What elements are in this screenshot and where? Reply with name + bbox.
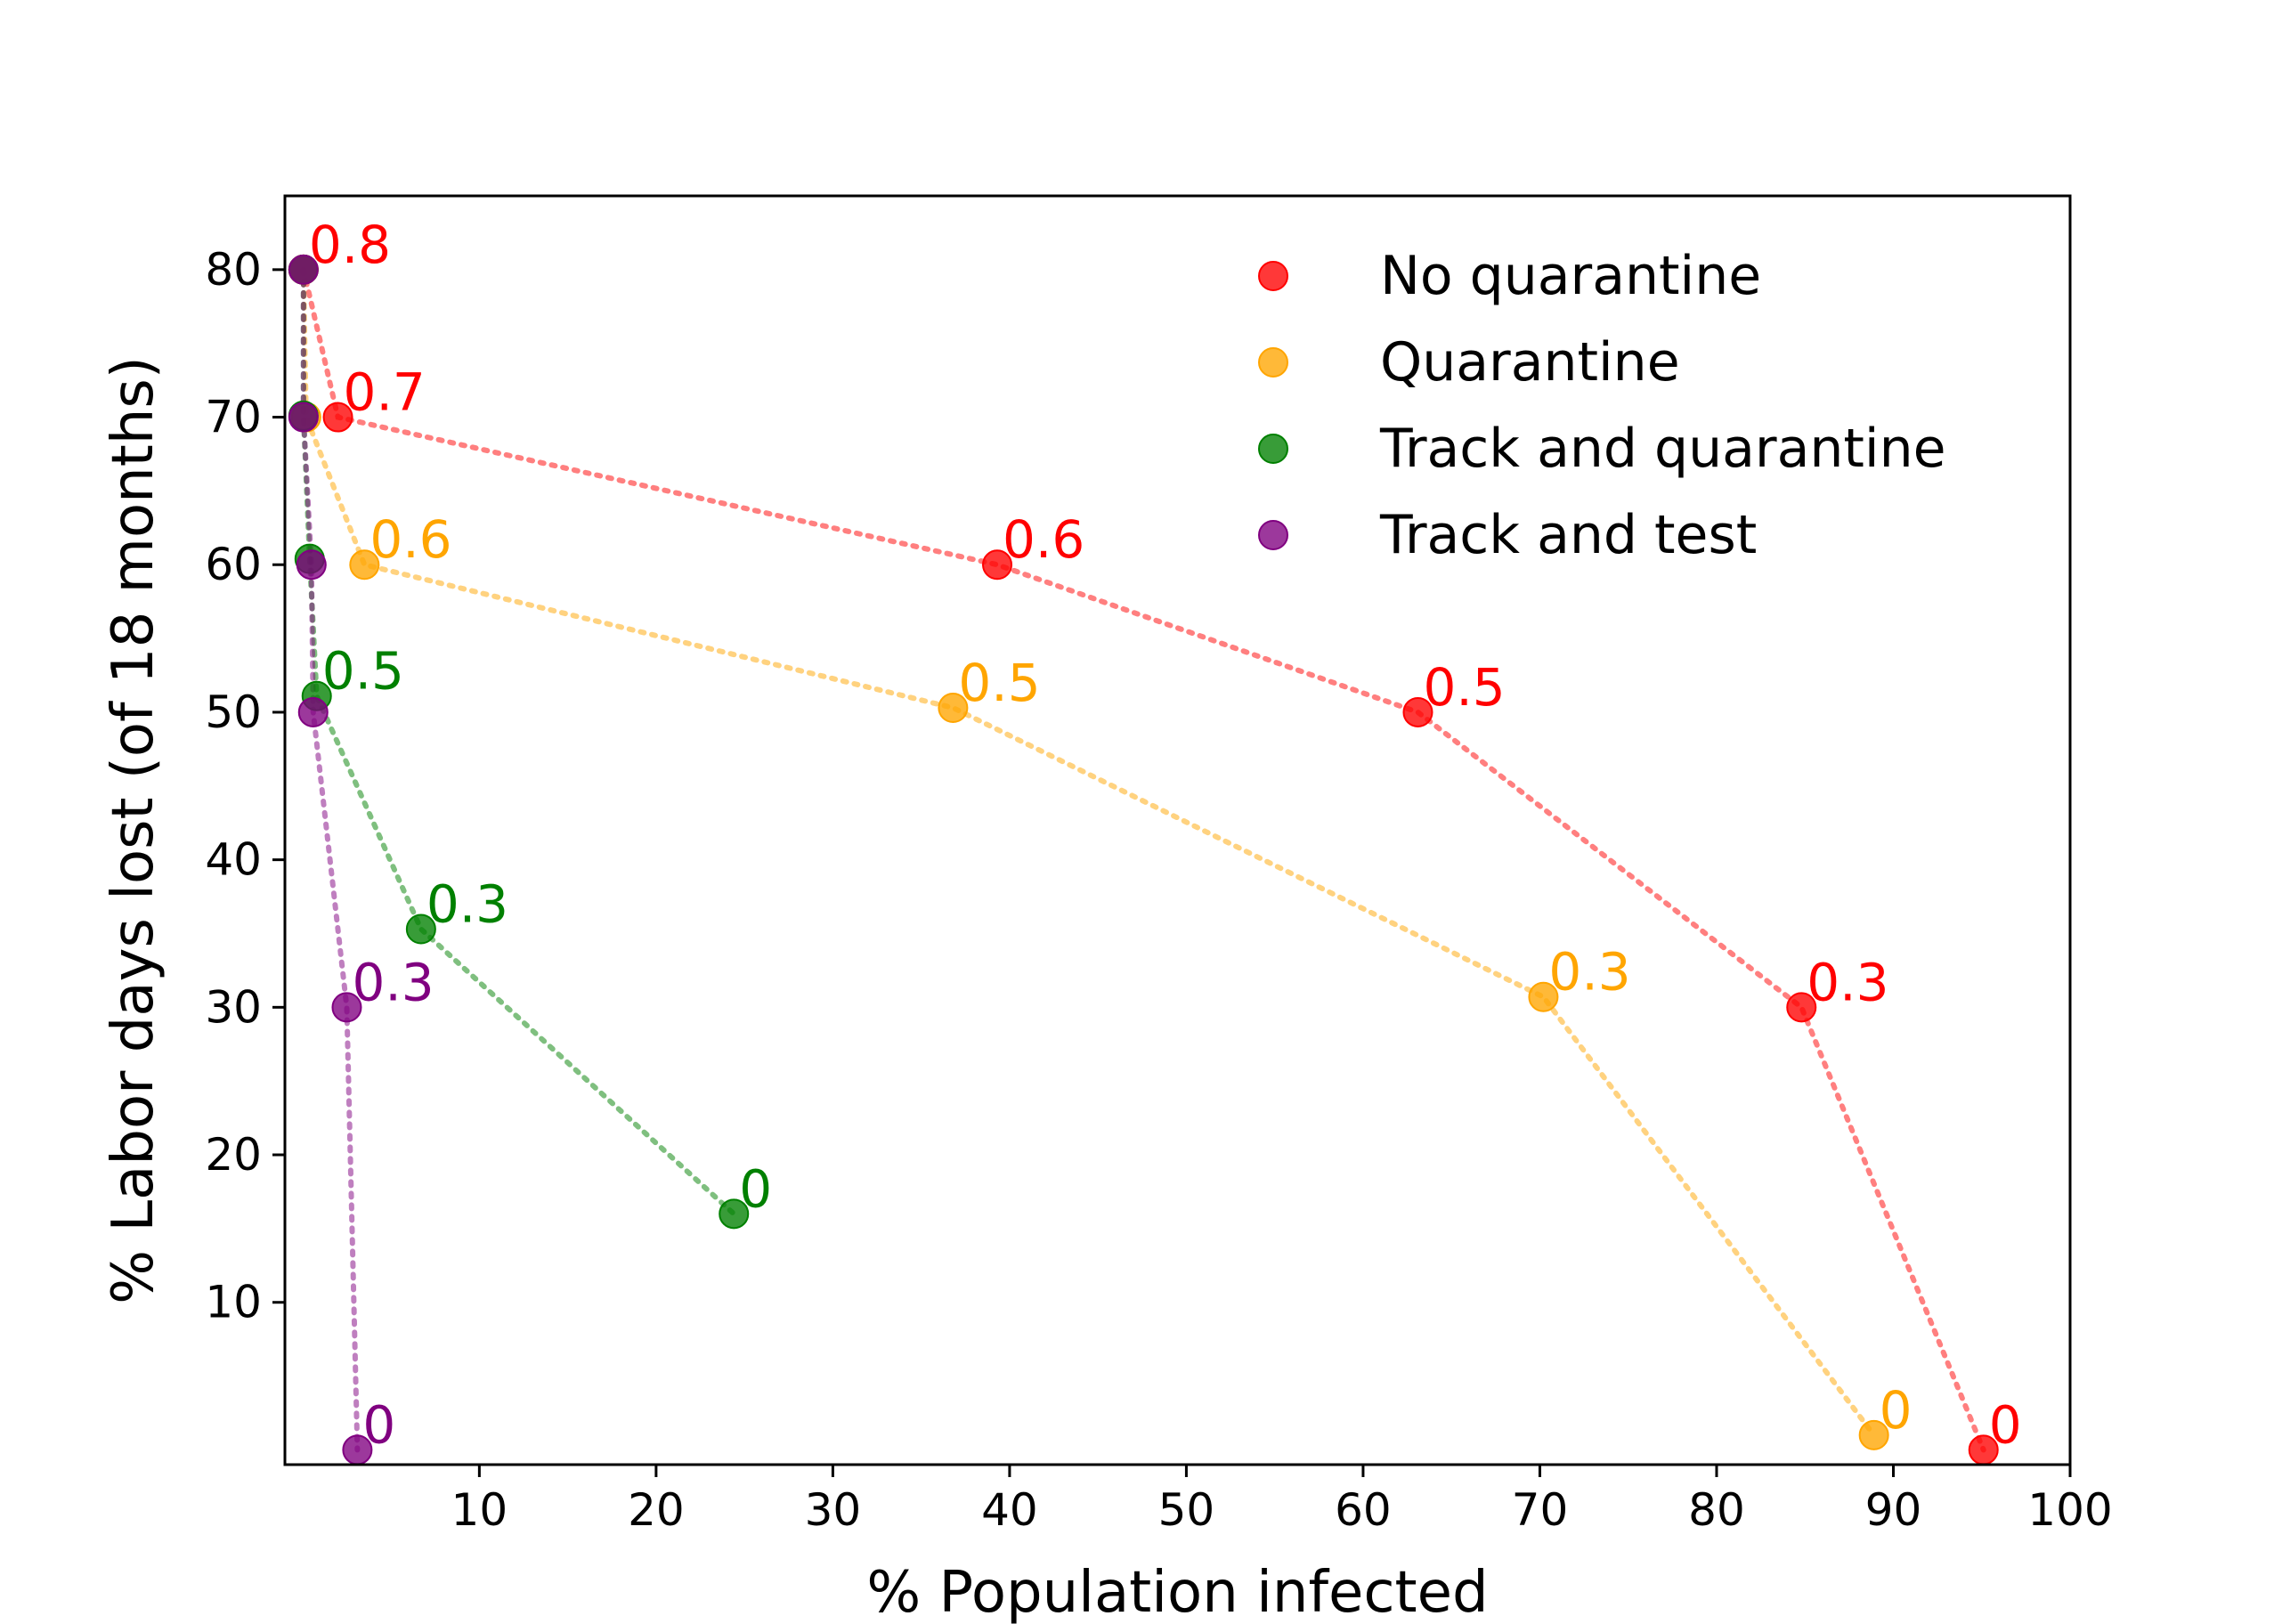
point-label-no-quarantine: 0 (1989, 1394, 2022, 1455)
y-axis-ticks: 10 20 30 40 50 60 70 80 (205, 244, 285, 1328)
data-point-quarantine (349, 549, 380, 581)
data-point-no-quarantine (1786, 992, 1817, 1023)
x-tick-label: 80 (1688, 1484, 1745, 1536)
x-tick-label: 40 (981, 1484, 1038, 1536)
data-point-quarantine (1528, 981, 1559, 1012)
series-line-quarantine (300, 266, 1877, 1438)
data-point-no-quarantine (982, 549, 1013, 581)
point-label-quarantine: 0.5 (958, 653, 1040, 713)
y-tick-label: 80 (205, 244, 262, 296)
point-label-quarantine: 0.3 (1548, 942, 1630, 1003)
x-axis-title: % Population infected (866, 1560, 1488, 1624)
x-tick-label: 100 (2027, 1484, 2112, 1536)
x-tick-label: 30 (805, 1484, 862, 1536)
point-label-track-and-quarantine: 0.3 (426, 874, 508, 935)
x-tick-label: 10 (451, 1484, 508, 1536)
point-labels: 0.8 0.7 0.6 0.5 0.3 0 0.6 0.5 0.3 0 0.5 0.3 0 0.3 0 (309, 215, 2022, 1456)
x-axis-ticks: 10 20 30 40 50 60 70 80 90 100 (451, 1465, 2113, 1536)
legend-label: Quarantine (1380, 331, 1680, 394)
x-tick-label: 70 (1512, 1484, 1569, 1536)
x-tick-label: 50 (1158, 1484, 1215, 1536)
data-point-no-quarantine (322, 402, 353, 433)
data-point-quarantine (1858, 1419, 1889, 1450)
series-line-track-and-test (300, 266, 361, 1453)
data-point-track-and-test (297, 696, 329, 727)
y-tick-label: 20 (205, 1129, 262, 1181)
data-point-no-quarantine (1402, 696, 1433, 727)
point-label-track-and-test: 0.3 (352, 952, 434, 1012)
point-label-track-and-quarantine: 0.5 (322, 641, 404, 702)
legend-label: Track and quarantine (1379, 418, 1946, 480)
y-tick-label: 10 (205, 1277, 262, 1328)
legend-marker (1258, 520, 1288, 550)
series-lines (300, 266, 1986, 1453)
data-point-track-and-quarantine (719, 1198, 750, 1230)
data-point-track-and-test (331, 992, 362, 1023)
data-point-track-and-test (288, 254, 319, 285)
point-label-track-and-quarantine: 0 (739, 1158, 772, 1219)
x-tick-label: 20 (628, 1484, 685, 1536)
y-axis-title: % Labor days lost (of 18 months) (101, 356, 166, 1303)
legend-marker (1258, 434, 1288, 464)
legend-marker (1258, 347, 1288, 378)
point-label-no-quarantine: 0.5 (1423, 657, 1505, 718)
point-label-quarantine: 0.6 (370, 509, 451, 570)
y-tick-label: 70 (205, 392, 262, 443)
legend: No quarantine Quarantine Track and quarant… (1258, 245, 1946, 566)
data-point-track-and-test (296, 549, 327, 581)
point-label-no-quarantine: 0.6 (1003, 509, 1084, 570)
y-tick-label: 50 (205, 686, 262, 738)
x-tick-label: 60 (1335, 1484, 1392, 1536)
series-line-no-quarantine (300, 266, 1986, 1453)
y-tick-label: 60 (205, 539, 262, 590)
data-point-track-and-test (288, 402, 319, 433)
legend-label: No quarantine (1380, 245, 1761, 307)
data-point-quarantine (938, 692, 969, 723)
legend-marker (1258, 261, 1288, 291)
y-tick-label: 40 (205, 834, 262, 886)
point-label-no-quarantine: 0.3 (1807, 952, 1888, 1012)
y-tick-label: 30 (205, 981, 262, 1033)
x-tick-label: 90 (1865, 1484, 1922, 1536)
legend-label: Track and test (1379, 504, 1757, 566)
point-label-quarantine: 0 (1880, 1380, 1913, 1441)
point-label-track-and-test: 0 (362, 1394, 395, 1455)
point-label-no-quarantine: 0.7 (344, 362, 426, 423)
data-point-track-and-quarantine (405, 914, 436, 945)
point-label-no-quarantine: 0.8 (309, 215, 391, 275)
data-points (288, 254, 1999, 1466)
plot-frame (283, 194, 2072, 1466)
